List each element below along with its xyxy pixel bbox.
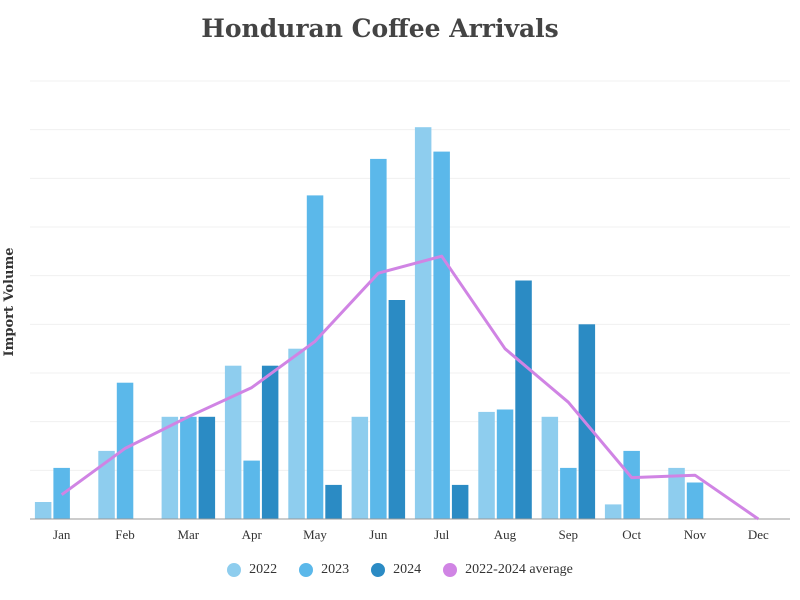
bar-2024-sep: [578, 324, 596, 519]
legend-label: 2022-2024 average: [465, 562, 573, 577]
bar-2023-oct: [623, 450, 640, 519]
x-tick-label: Jul: [434, 527, 450, 542]
bar-2023-jun: [370, 158, 387, 519]
x-tick-label: May: [303, 527, 327, 542]
bar-2024-aug: [515, 280, 532, 519]
bar-2024-apr: [261, 365, 279, 519]
bar-2024-may: [325, 484, 342, 519]
x-tick-label: Feb: [115, 527, 135, 542]
y-axis-label: Import Volume: [2, 248, 17, 357]
legend-label: 2024: [393, 562, 422, 577]
average-line: [60, 254, 760, 521]
legend-label: 2023: [321, 562, 350, 577]
chart-title: Honduran Coffee Arrivals: [201, 14, 559, 43]
legend-marker-icon: [443, 563, 458, 577]
bar-2023-apr: [243, 460, 260, 519]
x-tick-label: Oct: [622, 527, 641, 542]
grid-lines: [30, 80, 790, 471]
legend: 2022 2023 2024 2022-2024 average: [0, 562, 800, 578]
bar-2022-nov: [668, 467, 685, 519]
series-line-average: [60, 254, 760, 521]
bar-2022-aug: [478, 411, 495, 519]
x-tick-label: Nov: [684, 527, 707, 542]
bar-2022-jul: [414, 127, 432, 519]
legend-item[interactable]: 2024: [371, 562, 421, 578]
bar-2023-mar: [180, 416, 197, 519]
bar-2023-nov: [686, 482, 704, 519]
legend-item[interactable]: 2023: [299, 562, 349, 578]
legend-item[interactable]: 2022: [227, 562, 277, 578]
bar-2023-sep: [560, 467, 577, 519]
x-tick-labels: Jan Feb Mar Apr May Jun Jul Aug Sep Oct Nov Dec: [53, 527, 769, 542]
legend-item[interactable]: 2022-2024 average: [443, 562, 573, 578]
bar-2024-jul: [451, 484, 469, 519]
bar-2022-oct: [604, 504, 622, 519]
legend-marker-icon: [299, 563, 314, 577]
legend-marker-icon: [371, 563, 386, 577]
bar-2022-sep: [541, 416, 559, 519]
bar-2022-apr: [224, 365, 242, 519]
legend-label: 2022: [249, 562, 278, 577]
bar-2022-feb: [98, 450, 115, 519]
x-tick-label: Jan: [53, 527, 71, 542]
bar-2024-mar: [198, 416, 216, 519]
x-tick-label: Sep: [559, 527, 579, 542]
bar-2024-jun: [388, 300, 406, 519]
bar-2023-aug: [496, 409, 514, 519]
x-tick-label: Jun: [369, 527, 388, 542]
x-tick-label: Mar: [177, 527, 199, 542]
x-tick-label: Aug: [494, 527, 517, 542]
bar-2022-may: [288, 348, 305, 519]
x-tick-label: Apr: [242, 527, 263, 542]
bars: [34, 127, 704, 519]
bar-2022-jun: [351, 416, 369, 519]
legend-marker-icon: [227, 563, 242, 577]
bar-2022-mar: [161, 416, 179, 519]
bar-2023-jul: [433, 151, 450, 519]
bar-2023-feb: [116, 382, 134, 519]
bar-2022-jan: [34, 502, 52, 519]
bar-2023-may: [306, 195, 324, 519]
x-tick-label: Dec: [748, 527, 769, 542]
